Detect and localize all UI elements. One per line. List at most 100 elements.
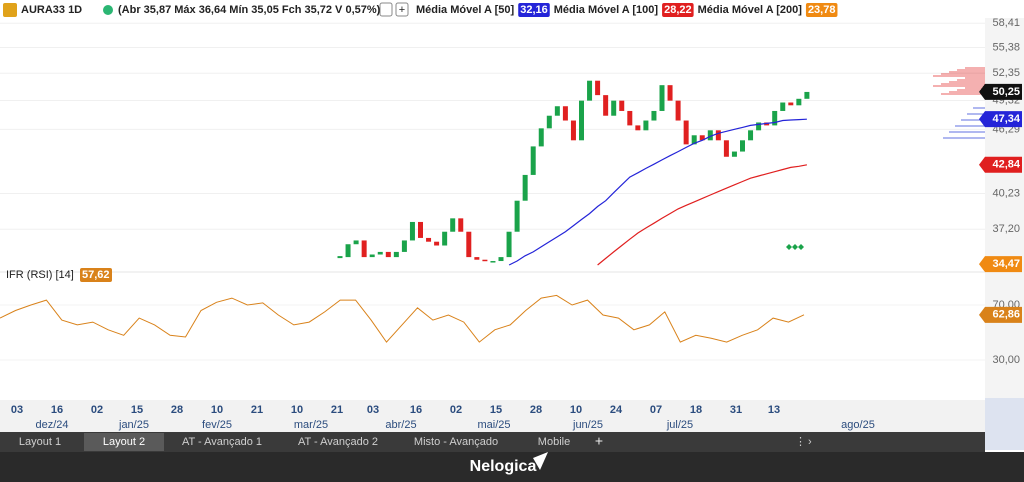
candle bbox=[482, 259, 488, 262]
indicator-name: Média Móvel A [50] bbox=[416, 4, 515, 16]
candle bbox=[780, 102, 786, 111]
candle bbox=[804, 91, 810, 99]
candle bbox=[361, 240, 367, 258]
candle bbox=[627, 110, 633, 126]
candle bbox=[345, 244, 351, 258]
indicator-badge bbox=[662, 3, 694, 17]
price-badge bbox=[979, 111, 1022, 128]
candle bbox=[450, 218, 456, 232]
candle bbox=[538, 128, 544, 147]
candle bbox=[715, 130, 721, 141]
footer-bar bbox=[0, 452, 1024, 482]
tab[interactable]: Misto - Avançado bbox=[414, 436, 498, 448]
candle bbox=[393, 251, 399, 258]
candle bbox=[401, 240, 407, 252]
ohlc: (Abr 35,87 Máx 36,64 Mín 35,05 Fch 35,72… bbox=[118, 4, 381, 16]
price-badge-label: 50,25 bbox=[992, 86, 1020, 98]
candle bbox=[442, 231, 448, 246]
candle bbox=[683, 120, 689, 145]
signal-markers bbox=[786, 244, 804, 250]
x-day-label: 13 bbox=[768, 404, 780, 416]
candle bbox=[530, 146, 536, 175]
candle bbox=[409, 221, 415, 241]
tab[interactable]: Mobile bbox=[538, 436, 570, 448]
x-month-label: ago/25 bbox=[841, 419, 875, 431]
candle bbox=[723, 140, 729, 157]
candle bbox=[667, 85, 673, 101]
tab[interactable]: AT - Avançado 1 bbox=[182, 436, 262, 448]
y-tick-label: 58,41 bbox=[992, 17, 1020, 29]
candle bbox=[474, 257, 480, 260]
active-tab[interactable] bbox=[84, 433, 164, 451]
candle bbox=[418, 221, 423, 238]
x-month-label: dez/24 bbox=[35, 419, 68, 431]
candle bbox=[788, 102, 794, 106]
candle bbox=[587, 80, 593, 101]
price-badge-label: 47,34 bbox=[992, 113, 1020, 125]
x-day-label: 28 bbox=[171, 404, 183, 416]
price-badge-label: 42,84 bbox=[992, 159, 1020, 171]
x-day-label: 10 bbox=[291, 404, 303, 416]
candle bbox=[490, 261, 496, 263]
x-day-label: 28 bbox=[530, 404, 542, 416]
x-day-label: 16 bbox=[51, 404, 63, 416]
x-month-label: jan/25 bbox=[118, 419, 149, 431]
marker bbox=[798, 244, 804, 250]
x-day-label: 18 bbox=[690, 404, 702, 416]
candle bbox=[385, 251, 391, 258]
candle bbox=[434, 241, 440, 246]
add-button[interactable] bbox=[395, 2, 409, 17]
price-badge bbox=[979, 83, 1022, 100]
x-day-label: 03 bbox=[11, 404, 23, 416]
candle bbox=[562, 106, 568, 121]
candle bbox=[369, 254, 375, 258]
brand: Nelogica bbox=[470, 458, 537, 475]
ticker: AURA33 1D bbox=[21, 4, 82, 16]
tab-bar bbox=[0, 432, 985, 452]
x-month-label: abr/25 bbox=[385, 419, 416, 431]
candle bbox=[611, 100, 617, 116]
x-day-label: 15 bbox=[490, 404, 502, 416]
indicator-name: Média Móvel A [100] bbox=[554, 4, 659, 16]
x-axis-bg bbox=[0, 400, 985, 432]
x-day-label: 21 bbox=[331, 404, 343, 416]
x-day-label: 15 bbox=[131, 404, 143, 416]
rsi-name: IFR (RSI) [14] bbox=[6, 269, 74, 281]
rsi-badge-label: 62,86 bbox=[992, 309, 1020, 321]
indicator-value: 28,22 bbox=[664, 4, 692, 16]
add-tab[interactable]: + bbox=[595, 433, 603, 449]
moving-average bbox=[597, 164, 808, 266]
rsi-value-bg bbox=[80, 268, 112, 282]
x-month-label: jun/25 bbox=[572, 419, 603, 431]
rsi-tick-label: 30,00 bbox=[992, 354, 1020, 366]
tab[interactable]: Layout 2 bbox=[103, 436, 145, 448]
indicator-value: 23,78 bbox=[808, 4, 836, 16]
x-day-label: 02 bbox=[450, 404, 462, 416]
candle bbox=[466, 231, 472, 258]
x-day-label: 02 bbox=[91, 404, 103, 416]
candle bbox=[522, 174, 528, 201]
rsi-line bbox=[0, 294, 805, 343]
marker bbox=[786, 244, 792, 250]
menu-icon[interactable]: ⋮ bbox=[795, 436, 806, 448]
candle bbox=[498, 257, 504, 262]
rsi-value: 57,62 bbox=[82, 269, 110, 281]
corner-box bbox=[985, 398, 1024, 450]
candle bbox=[353, 240, 359, 245]
price-axis-bg bbox=[985, 18, 1024, 400]
tab[interactable]: AT - Avançado 2 bbox=[298, 436, 378, 448]
candle bbox=[619, 100, 625, 111]
candle bbox=[635, 125, 641, 131]
x-month-label: mai/25 bbox=[477, 419, 510, 431]
status-dot bbox=[103, 5, 113, 15]
candle bbox=[643, 120, 649, 131]
tab[interactable]: Layout 1 bbox=[19, 436, 61, 448]
rsi-badge bbox=[979, 306, 1022, 323]
candle bbox=[546, 115, 552, 129]
candle bbox=[603, 95, 609, 116]
candle bbox=[707, 130, 713, 141]
y-tick-label: 40,23 bbox=[992, 187, 1020, 199]
scroll-icon[interactable]: › bbox=[808, 436, 812, 448]
moving-average bbox=[508, 118, 807, 266]
clock-button[interactable] bbox=[379, 2, 393, 17]
